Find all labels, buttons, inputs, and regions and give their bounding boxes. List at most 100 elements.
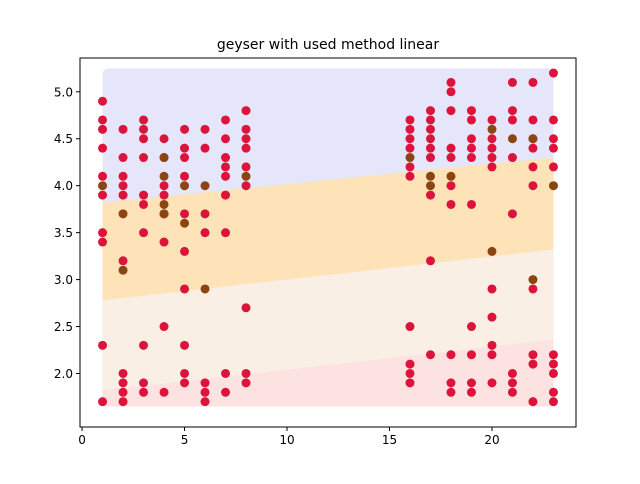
x-tick-label: 10 bbox=[279, 433, 294, 447]
data-point bbox=[466, 153, 476, 163]
data-point bbox=[548, 181, 558, 191]
data-point bbox=[159, 153, 169, 163]
data-point bbox=[200, 397, 210, 407]
y-tick-label: 3.5 bbox=[54, 226, 73, 240]
data-point bbox=[446, 87, 456, 97]
data-point bbox=[118, 209, 128, 219]
data-point bbox=[446, 199, 456, 209]
data-point bbox=[548, 68, 558, 78]
decision-regions bbox=[102, 68, 554, 407]
data-point bbox=[159, 134, 169, 144]
y-tick-label: 3.0 bbox=[54, 273, 73, 287]
data-point bbox=[507, 115, 517, 125]
data-point bbox=[405, 124, 415, 134]
data-point bbox=[241, 181, 251, 191]
data-point bbox=[200, 124, 210, 134]
data-point bbox=[405, 115, 415, 125]
data-point bbox=[528, 275, 538, 285]
data-point bbox=[118, 368, 128, 378]
data-point bbox=[98, 237, 108, 247]
y-tick-label: 4.5 bbox=[54, 132, 73, 146]
x-tick-label: 0 bbox=[78, 433, 86, 447]
data-point bbox=[405, 153, 415, 163]
data-point bbox=[507, 378, 517, 388]
data-point bbox=[180, 124, 190, 134]
data-point bbox=[118, 397, 128, 407]
data-point bbox=[466, 199, 476, 209]
data-point bbox=[446, 378, 456, 388]
data-point bbox=[425, 134, 435, 144]
data-point bbox=[487, 153, 497, 163]
data-point bbox=[405, 368, 415, 378]
data-point bbox=[241, 378, 251, 388]
data-point bbox=[241, 143, 251, 153]
data-point bbox=[425, 256, 435, 266]
data-point bbox=[221, 368, 231, 378]
data-point bbox=[200, 387, 210, 397]
data-point bbox=[507, 134, 517, 144]
data-point bbox=[98, 143, 108, 153]
data-point bbox=[425, 153, 435, 163]
data-point bbox=[548, 350, 558, 360]
data-point bbox=[241, 134, 251, 144]
data-point bbox=[487, 246, 497, 256]
data-point bbox=[466, 322, 476, 332]
data-point bbox=[221, 228, 231, 238]
data-point bbox=[200, 181, 210, 191]
data-point bbox=[466, 143, 476, 153]
data-point bbox=[159, 237, 169, 247]
data-point bbox=[405, 162, 415, 172]
data-point bbox=[528, 284, 538, 294]
data-point bbox=[159, 209, 169, 219]
data-point bbox=[159, 387, 169, 397]
data-point bbox=[221, 162, 231, 172]
data-point bbox=[200, 284, 210, 294]
data-point bbox=[159, 322, 169, 332]
data-point bbox=[139, 199, 149, 209]
data-point bbox=[487, 378, 497, 388]
data-point bbox=[98, 228, 108, 238]
data-point bbox=[487, 350, 497, 360]
data-point bbox=[241, 303, 251, 313]
data-point bbox=[528, 162, 538, 172]
data-point bbox=[98, 124, 108, 134]
data-point bbox=[487, 312, 497, 322]
data-point bbox=[425, 181, 435, 191]
data-point bbox=[425, 143, 435, 153]
data-point bbox=[405, 134, 415, 144]
data-point bbox=[98, 397, 108, 407]
data-point bbox=[528, 134, 538, 144]
data-point bbox=[466, 378, 476, 388]
data-point bbox=[507, 106, 517, 116]
data-point bbox=[528, 143, 538, 153]
data-point bbox=[118, 124, 128, 134]
data-point bbox=[507, 209, 517, 219]
data-point bbox=[528, 350, 538, 360]
data-point bbox=[466, 106, 476, 116]
data-point bbox=[405, 171, 415, 181]
y-tick-label: 2.5 bbox=[54, 320, 73, 334]
data-point bbox=[241, 106, 251, 116]
data-point bbox=[548, 115, 558, 125]
data-point bbox=[425, 106, 435, 116]
data-point bbox=[528, 397, 538, 407]
data-point bbox=[405, 322, 415, 332]
data-point bbox=[241, 124, 251, 134]
data-point bbox=[180, 181, 190, 191]
data-point bbox=[180, 143, 190, 153]
y-tick-label: 2.0 bbox=[54, 367, 73, 381]
data-point bbox=[446, 171, 456, 181]
data-point bbox=[180, 209, 190, 219]
data-point bbox=[425, 115, 435, 125]
data-point bbox=[118, 387, 128, 397]
data-point bbox=[200, 209, 210, 219]
data-point bbox=[98, 115, 108, 125]
data-point bbox=[180, 153, 190, 163]
data-point bbox=[487, 124, 497, 134]
data-point bbox=[507, 77, 517, 87]
data-point bbox=[200, 228, 210, 238]
data-point bbox=[487, 340, 497, 350]
data-point bbox=[118, 190, 128, 200]
data-point bbox=[548, 359, 558, 369]
